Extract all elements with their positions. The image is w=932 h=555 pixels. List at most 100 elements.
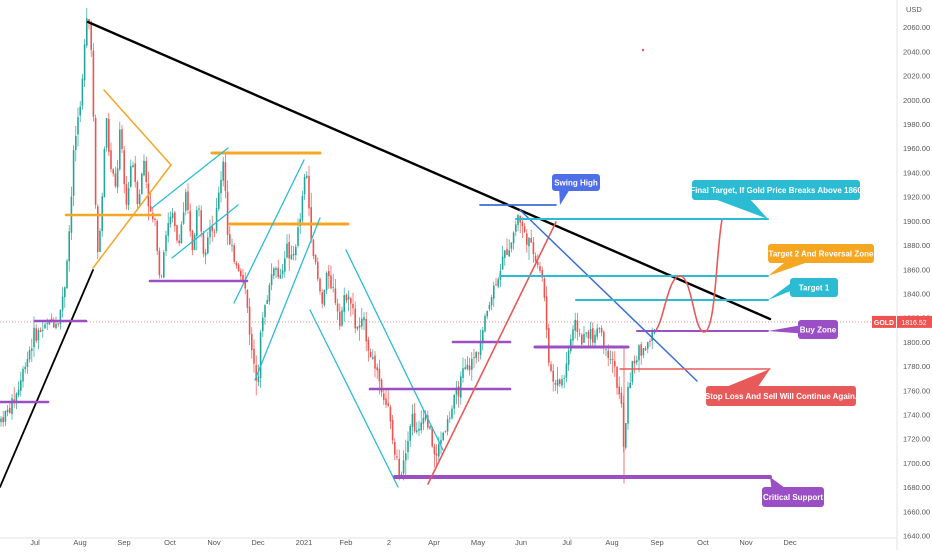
red-rising-line xyxy=(427,221,557,485)
candle-body xyxy=(88,18,90,23)
candle-body xyxy=(644,348,647,351)
candle-body xyxy=(314,255,317,262)
candle-body xyxy=(578,333,581,335)
candle-body xyxy=(317,261,319,279)
candle-body xyxy=(176,225,178,241)
candle-body xyxy=(347,296,350,300)
y-tick-label: 1840.00 xyxy=(903,289,930,298)
candle-body xyxy=(35,328,37,341)
candle-body xyxy=(506,248,508,256)
descending-trendline xyxy=(86,20,772,321)
candle-body xyxy=(539,265,541,271)
callout-box xyxy=(762,487,824,507)
candle-body xyxy=(523,226,526,232)
channel-1-bottom xyxy=(171,204,239,259)
candle-body xyxy=(530,238,532,243)
y-tick-label: 1960.00 xyxy=(903,144,930,153)
price-tag: GOLD 1816.52 xyxy=(872,315,932,328)
candle-body xyxy=(169,216,172,225)
candle-body xyxy=(308,175,310,209)
channel-3-top xyxy=(345,249,444,451)
candle-body xyxy=(440,439,442,444)
candle-body xyxy=(163,252,165,278)
candle-body xyxy=(477,352,480,354)
channel-2-bottom xyxy=(254,217,321,381)
blue-descending-line xyxy=(519,209,698,382)
candle-body xyxy=(387,403,389,406)
candle-body xyxy=(567,350,570,365)
x-tick-label: Jul xyxy=(30,538,40,547)
candle-body xyxy=(369,351,372,358)
x-tick-label: Nov xyxy=(207,538,221,547)
candle-body xyxy=(556,379,559,386)
x-tick-label: Oct xyxy=(697,538,710,547)
candle-body xyxy=(605,349,607,350)
candle-body xyxy=(37,330,40,340)
callout-text: Target 2 And Reversal Zone xyxy=(769,250,874,259)
candle-body xyxy=(143,160,145,176)
candle-body xyxy=(286,243,288,258)
candle-body xyxy=(42,329,44,331)
callout-text: Buy Zone xyxy=(800,326,837,335)
candle-body xyxy=(592,328,594,343)
marker-dot xyxy=(641,48,645,52)
candle-body xyxy=(647,342,649,349)
candle-body xyxy=(180,224,183,244)
y-tick-label: 2000.00 xyxy=(903,96,930,105)
candle-body xyxy=(132,165,134,167)
y-tick-label: 1740.00 xyxy=(903,411,930,420)
candle-body xyxy=(28,350,31,360)
candle-body xyxy=(270,274,273,286)
candle-body xyxy=(532,242,535,255)
callout-pointer xyxy=(768,283,790,300)
candle-body xyxy=(156,220,158,251)
candle-body xyxy=(182,212,185,224)
candle-body xyxy=(358,325,361,328)
x-tick-label: Aug xyxy=(73,538,86,547)
channel-1-top xyxy=(151,147,229,209)
candle-body xyxy=(543,278,546,298)
candle-body xyxy=(218,192,220,209)
callout-box xyxy=(706,386,856,406)
candle-body xyxy=(374,355,376,369)
candle-body xyxy=(231,244,233,246)
candle-body xyxy=(174,212,176,227)
candle-body xyxy=(248,306,251,335)
price-axis[interactable]: 2060.00 2040.00 2020.00 2000.00 1980.00 1960.… xyxy=(872,5,932,541)
callout-pointer xyxy=(768,263,806,276)
candle-body xyxy=(391,420,394,441)
candle-body xyxy=(616,366,618,388)
candle-body xyxy=(473,357,475,359)
candle-body xyxy=(207,237,209,254)
candle-body xyxy=(66,260,68,289)
candle-body xyxy=(394,442,396,455)
candle-body xyxy=(136,181,139,205)
candle-body xyxy=(292,253,295,256)
candle-body xyxy=(354,308,356,329)
callout-text: Stop Loss And Sell Will Continue Again. xyxy=(705,392,857,401)
x-tick-label: Feb xyxy=(340,538,353,547)
candle-body xyxy=(501,256,504,270)
candle-body xyxy=(479,341,482,356)
candle-body xyxy=(537,261,539,265)
candle-body xyxy=(336,303,339,312)
candle-body xyxy=(598,328,601,329)
time-axis[interactable]: Jul Aug Sep Oct Nov Dec 2021 Feb 2 Apr May Jun Jul Au… xyxy=(30,538,797,547)
callout-target-2: Target 2 And Reversal Zone xyxy=(768,244,874,276)
candle-body xyxy=(138,194,141,204)
candle-body xyxy=(244,281,246,289)
candle-body xyxy=(15,393,18,403)
candle-body xyxy=(44,324,46,329)
candle-body xyxy=(262,317,264,332)
y-tick-label: 1980.00 xyxy=(903,120,930,129)
candle-body xyxy=(345,294,348,301)
candle-body xyxy=(213,231,216,233)
x-tick-label: Dec xyxy=(783,538,797,547)
candle-body xyxy=(589,328,592,340)
candle-body xyxy=(319,278,321,292)
candle-body xyxy=(649,341,651,343)
y-tick-label: 1720.00 xyxy=(903,435,930,444)
candle-body xyxy=(312,239,315,256)
